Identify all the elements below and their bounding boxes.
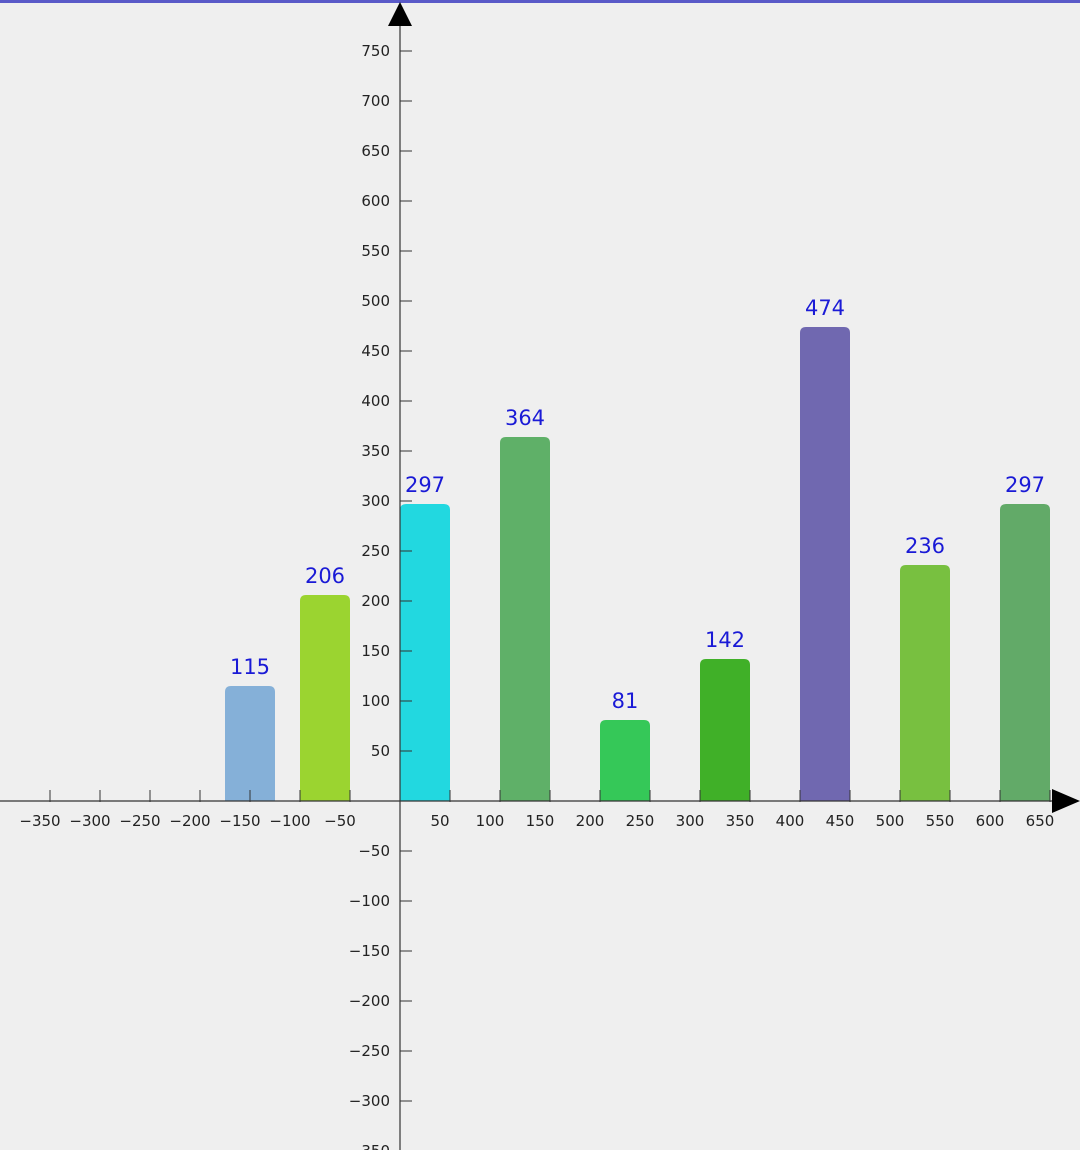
x-tick-label-16: 500 (876, 812, 905, 830)
y-tick-label-17: 550 (361, 242, 390, 260)
x-tick-label-12: 300 (676, 812, 705, 830)
x-tick-label-13: 350 (726, 812, 755, 830)
bar-value-label-1: 206 (305, 564, 345, 588)
y-tick-label-7: 50 (371, 742, 390, 760)
y-tick-label-1: −300 (349, 1092, 390, 1110)
y-tick-label-14: 400 (361, 392, 390, 410)
y-tick-label-15: 450 (361, 342, 390, 360)
x-tick-label-2: −250 (119, 812, 160, 830)
top-border (0, 0, 1080, 3)
x-tick-label-19: 650 (1026, 812, 1055, 830)
bar-value-label-0: 115 (230, 655, 270, 679)
x-tick-label-8: 100 (476, 812, 505, 830)
x-tick-label-3: −200 (169, 812, 210, 830)
x-tick-label-10: 200 (576, 812, 605, 830)
y-tick-label-21: 750 (361, 42, 390, 60)
bar-value-label-8: 297 (1005, 473, 1045, 497)
x-tick-label-1: −300 (69, 812, 110, 830)
bar-0 (225, 686, 275, 801)
y-tick-label-4: −150 (349, 942, 390, 960)
y-tick-label-0: −350 (349, 1142, 390, 1150)
bar-8 (1000, 504, 1050, 801)
bar-2 (400, 504, 450, 801)
y-tick-label-6: −50 (358, 842, 390, 860)
y-tick-label-20: 700 (361, 92, 390, 110)
x-tick-label-4: −150 (219, 812, 260, 830)
y-tick-label-2: −250 (349, 1042, 390, 1060)
bar-6 (800, 327, 850, 801)
bar-5 (700, 659, 750, 801)
bar-value-label-3: 364 (505, 406, 545, 430)
x-tick-label-14: 400 (776, 812, 805, 830)
bar-3 (500, 437, 550, 801)
y-tick-label-19: 650 (361, 142, 390, 160)
labels-layer: 115 206 297 364 81 142 474 236 297 −350 −300 −250 −2… (19, 42, 1054, 1150)
y-tick-label-12: 300 (361, 492, 390, 510)
x-tick-label-11: 250 (626, 812, 655, 830)
bar-value-label-7: 236 (905, 534, 945, 558)
y-tick-label-9: 150 (361, 642, 390, 660)
bar-4 (600, 720, 650, 801)
bar-value-label-4: 81 (612, 689, 639, 713)
bar-7 (900, 565, 950, 801)
y-tick-label-11: 250 (361, 542, 390, 560)
bar-1 (300, 595, 350, 801)
x-tick-label-9: 150 (526, 812, 555, 830)
x-tick-label-17: 550 (926, 812, 955, 830)
x-tick-label-18: 600 (976, 812, 1005, 830)
y-tick-label-18: 600 (361, 192, 390, 210)
x-tick-label-0: −350 (19, 812, 60, 830)
bar-value-label-5: 142 (705, 628, 745, 652)
y-tick-label-5: −100 (349, 892, 390, 910)
x-tick-label-5: −100 (269, 812, 310, 830)
bars-layer (225, 327, 1050, 801)
x-tick-label-7: 50 (430, 812, 449, 830)
y-tick-label-10: 200 (361, 592, 390, 610)
x-tick-label-6: −50 (324, 812, 356, 830)
x-tick-label-15: 450 (826, 812, 855, 830)
y-tick-label-3: −200 (349, 992, 390, 1010)
y-tick-label-13: 350 (361, 442, 390, 460)
x-axis-arrow (1052, 789, 1080, 813)
bar-value-label-6: 474 (805, 296, 845, 320)
bar-value-label-2: 297 (405, 473, 445, 497)
y-axis-arrow (388, 2, 412, 26)
y-tick-label-8: 100 (361, 692, 390, 710)
y-tick-label-16: 500 (361, 292, 390, 310)
